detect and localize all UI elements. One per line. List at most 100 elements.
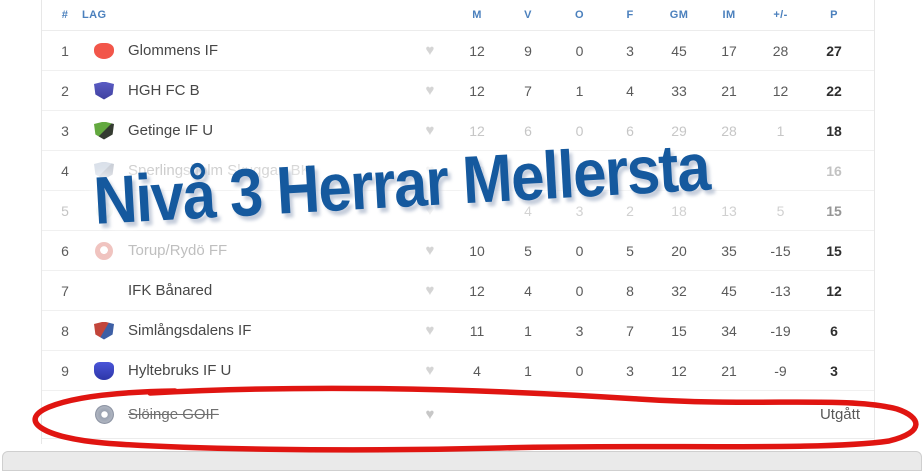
col-header-rank: # [61, 9, 69, 21]
rank: 7 [61, 282, 69, 299]
draws: 0 [575, 362, 584, 379]
losses: 6 [626, 122, 634, 139]
matches: 12 [469, 282, 485, 299]
col-header-wins: V [524, 9, 532, 21]
favorite-heart-icon[interactable]: ♥ [425, 282, 435, 299]
team-name-link[interactable]: Slöinge GOIF [128, 406, 219, 423]
team-name-link[interactable]: Glommens IF [128, 42, 219, 59]
losses: 3 [626, 42, 634, 59]
favorite-heart-icon[interactable]: ♥ [425, 82, 435, 99]
team-name-link[interactable]: Hyltebruks IF U [128, 362, 232, 379]
rank: 3 [61, 122, 69, 139]
draws: 0 [575, 242, 584, 259]
goals-against: 21 [721, 362, 737, 379]
favorite-heart-icon[interactable]: ♥ [425, 202, 435, 219]
goal-diff: -15 [770, 242, 791, 259]
points: 22 [826, 82, 842, 99]
team-crest-icon [82, 241, 126, 260]
table-row: 8 Simlångsdalens IF ♥ 11 1 3 7 15 34 -19… [42, 311, 874, 351]
col-header-points: P [830, 9, 838, 21]
favorite-heart-icon[interactable]: ♥ [425, 406, 435, 423]
table-row-withdrawn: Slöinge GOIF ♥ Utgått [42, 391, 874, 439]
table-row: 1 Glommens IF ♥ 12 9 0 3 45 17 28 27 [42, 31, 874, 71]
goal-diff: -19 [770, 322, 791, 339]
draws: 3 [575, 322, 584, 339]
favorite-heart-icon[interactable]: ♥ [425, 362, 435, 379]
draws: 1 [575, 82, 584, 99]
favorite-heart-icon[interactable]: ♥ [425, 122, 435, 139]
losses: 4 [626, 82, 634, 99]
team-name-link[interactable]: Simlångsdalens IF [128, 322, 252, 339]
points: 3 [830, 362, 838, 379]
goal-diff: 5 [776, 202, 785, 219]
col-header-losses: F [626, 9, 634, 21]
goals-against: 13 [721, 202, 737, 219]
table-row: 3 Getinge IF U ♥ 12 6 0 6 29 28 1 18 [42, 111, 874, 151]
points: 15 [826, 242, 842, 259]
points: 27 [826, 42, 842, 59]
team-name-link[interactable]: Sperlingsholm Skuggan BK [128, 162, 311, 179]
league-standings-table: # LAG M V O F GM IM +/- P 1 Glommens IF … [41, 0, 875, 444]
goals-for: 18 [671, 202, 687, 219]
team-crest-icon [82, 361, 126, 380]
favorite-heart-icon[interactable]: ♥ [425, 322, 435, 339]
team-name-link[interactable]: IFK Bånared [128, 282, 213, 299]
points: 12 [826, 282, 842, 299]
col-header-draws: O [575, 9, 584, 21]
rank: 6 [61, 242, 69, 259]
goal-diff: 28 [772, 42, 789, 59]
goals-for: 29 [671, 122, 687, 139]
table-row: 7 IFK Bånared ♥ 12 4 0 8 32 45 -13 12 [42, 271, 874, 311]
table-row: 5 ♥ 4 3 2 18 13 5 15 [42, 191, 874, 231]
matches: 12 [469, 122, 485, 139]
team-crest-icon [82, 202, 126, 219]
table-row: 6 Torup/Rydö FF ♥ 10 5 0 5 20 35 -15 15 [42, 231, 874, 271]
wins: 1 [524, 362, 532, 379]
goals-for: 45 [671, 42, 687, 59]
draws: 3 [575, 202, 584, 219]
goals-for: 12 [671, 362, 687, 379]
team-name-link[interactable]: HGH FC B [128, 82, 200, 99]
draws: 0 [575, 42, 584, 59]
rank: 1 [61, 42, 69, 59]
wins: 9 [524, 42, 532, 59]
col-header-goal-diff: +/- [773, 9, 788, 21]
rank: 4 [61, 162, 69, 179]
wins: 1 [524, 322, 532, 339]
points: 6 [830, 322, 838, 339]
goal-diff: -9 [774, 362, 787, 379]
losses: 8 [626, 282, 634, 299]
favorite-heart-icon[interactable]: ♥ [425, 42, 435, 59]
draws: 0 [575, 282, 584, 299]
goal-diff: 12 [772, 82, 789, 99]
rank: 5 [61, 202, 69, 219]
rank: 9 [61, 362, 69, 379]
goals-against: 28 [721, 122, 737, 139]
team-crest-icon [82, 42, 126, 59]
goals-against: 21 [721, 82, 737, 99]
losses: 2 [626, 202, 634, 219]
goal-diff: 1 [776, 122, 785, 139]
col-header-matches: M [472, 9, 482, 21]
wins: 4 [524, 282, 532, 299]
favorite-heart-icon[interactable]: ♥ [425, 162, 435, 179]
losses: 5 [626, 242, 634, 259]
team-name-link[interactable]: Getinge IF U [128, 122, 214, 139]
matches: 10 [469, 242, 485, 259]
points: 16 [826, 162, 842, 179]
col-header-goals-for: GM [669, 9, 689, 21]
matches: 4 [473, 362, 481, 379]
table-row: 9 Hyltebruks IF U ♥ 4 1 0 3 12 21 -9 3 [42, 351, 874, 391]
favorite-heart-icon[interactable]: ♥ [425, 242, 435, 259]
points: 18 [826, 122, 842, 139]
goals-against: 35 [721, 242, 737, 259]
matches: 10 [469, 162, 485, 179]
wins: 4 [524, 202, 532, 219]
wins: 5 [524, 242, 532, 259]
losses: 7 [626, 322, 634, 339]
matches: 11 [469, 322, 485, 339]
matches: 12 [469, 82, 485, 99]
goals-for: 15 [671, 322, 687, 339]
team-name-link[interactable]: Torup/Rydö FF [128, 242, 228, 259]
team-crest-icon [82, 282, 126, 300]
